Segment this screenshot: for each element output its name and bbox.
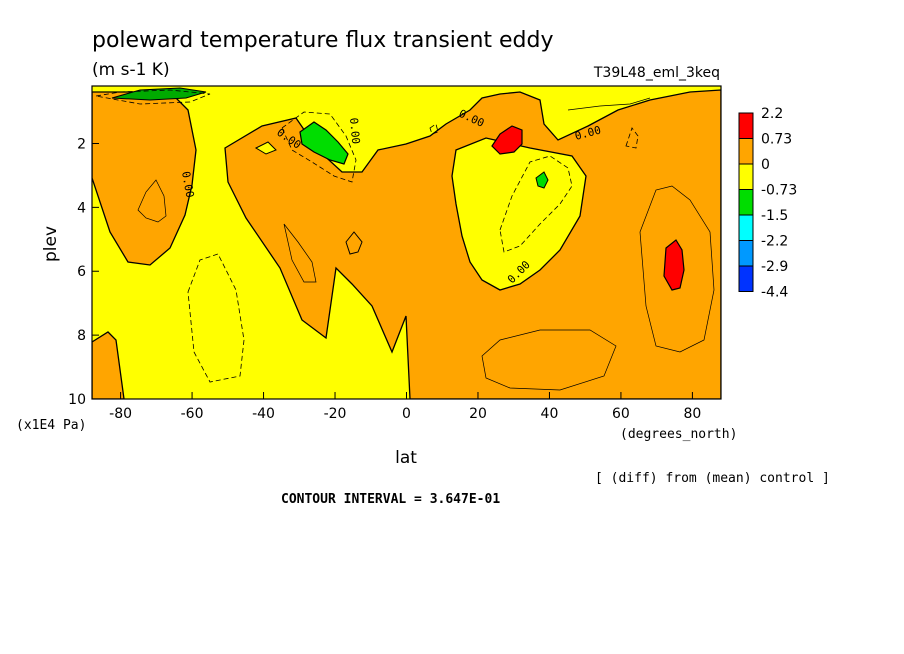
x-axis-units: (degrees_north) [620,427,737,442]
chart-subtitle: (m s-1 K) [92,60,170,80]
colorbar-swatch-6 [738,265,754,292]
contour-sh-negative-outer [281,111,357,183]
colorbar-label-1: 0.73 [761,132,792,148]
contour-tropics-negative [429,123,439,135]
contour-nh-highlat-inner [639,185,715,353]
region-nh-highlat-positive-max [663,239,685,291]
region-sh-negative-max [299,121,349,165]
contour-label-zero-3: 0.00 [347,117,362,145]
colorbar-swatch-4 [738,214,754,241]
plot-area: 0.00 0.00 0.00 0.00 0.00 0.00 [92,86,721,399]
x-tick-label-1: -60 [181,406,204,422]
chart-title: poleward temperature flux transient eddy [92,28,554,53]
y-axis-label: plev [41,226,61,262]
y-tick-label-0: 2 [77,136,86,152]
region-sw-positive [92,331,125,399]
contour-nh-lower-inner [481,329,617,391]
colorbar-label-5: -2.2 [761,234,788,250]
y-axis: 2 4 6 8 10 [68,136,99,408]
contour-top-negative [95,89,211,105]
colorbar-swatch-2 [738,163,754,190]
x-tick-label-2: -40 [252,406,275,422]
colorbar-label-2: 0 [761,157,770,173]
y-tick-label-2: 6 [77,264,86,280]
contour-sh-highlat-inner [137,179,167,223]
contour-sh-lowlat-negative [187,253,245,383]
y-tick-label-1: 4 [77,200,86,216]
colorbar-label-4: -1.5 [761,208,788,224]
region-small-yellow-blob [254,141,277,155]
region-small-orange-blob [345,231,363,255]
region-top-negative [111,87,207,101]
experiment-label: T39L48_eml_3keq [593,65,720,81]
y-tick-label-3: 8 [77,328,86,344]
x-axis: -80 -60 -40 -20 0 20 40 60 80 [109,392,701,422]
colorbar-label-3: -0.73 [761,183,797,199]
x-tick-label-0: -80 [109,406,132,422]
colorbar-label-7: -4.4 [761,285,788,301]
x-tick-label-5: 20 [469,406,487,422]
contour-label-zero-1: 0.00 [179,170,196,198]
colorbar-label-6: -2.9 [761,259,788,275]
positive-thin-contours [137,97,715,391]
colorbar-swatch-1 [738,138,754,165]
contour-nh-negative-outer [499,155,573,253]
contour-nh-top-inner [567,97,651,111]
x-axis-label: lat [395,448,417,468]
y-axis-units: (x1E4 Pa) [16,418,86,433]
region-sh-highlat-positive [92,91,197,266]
y-tick-label-4: 10 [68,392,86,408]
x-tick-label-8: 80 [683,406,701,422]
colorbar-swatch-0 [738,112,754,139]
diff-note: [ (diff) from (mean) control ] [595,471,830,486]
region-nh-upper-positive-max [491,125,523,155]
contour-midlat-inner [283,223,317,283]
x-tick-label-4: 0 [402,406,411,422]
x-tick-label-7: 60 [612,406,630,422]
x-tick-label-6: 40 [541,406,559,422]
colorbar-swatch-3 [738,189,754,216]
x-tick-label-3: -20 [324,406,347,422]
contour-interval: CONTOUR INTERVAL = 3.647E-01 [281,492,500,507]
colorbar-swatch-5 [738,240,754,267]
region-nh-yellow-pocket [451,137,587,291]
colorbar: 2.2 0.73 0 -0.73 -1.5 -2.2 -2.9 -4.4 [738,106,797,301]
colorbar-label-0: 2.2 [761,106,783,122]
region-nh-negative-max [535,171,549,189]
contour-nh-top-right-negative [625,127,639,149]
negative-dashed-contours [95,89,639,383]
